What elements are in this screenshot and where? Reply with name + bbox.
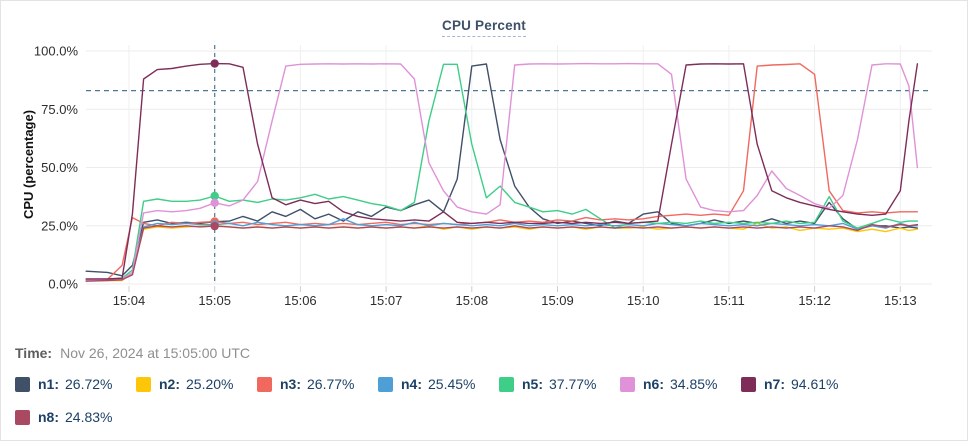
legend-item-n6[interactable]: n6: 34.85% <box>620 373 741 395</box>
legend-swatch-n7 <box>741 376 756 392</box>
y-tick-label: 75.0% <box>41 102 78 117</box>
legend-series-name: n4: <box>401 376 422 392</box>
time-value: Nov 26, 2024 at 15:05:00 UTC <box>60 345 250 361</box>
time-label: Time: <box>15 345 53 361</box>
crosshair-dot-n7 <box>210 59 219 68</box>
series-line-n1[interactable] <box>85 63 919 277</box>
x-tick-label: 15:08 <box>456 293 489 308</box>
legend-series-name: n6: <box>643 376 664 392</box>
x-tick-label: 15:06 <box>284 293 317 308</box>
legend-item-n7[interactable]: n7: 94.61% <box>741 373 862 395</box>
series-line-n5[interactable] <box>85 63 919 280</box>
x-tick-label: 15:11 <box>713 293 745 308</box>
legend-series-name: n8: <box>38 409 59 425</box>
crosshair-dot-n5 <box>210 191 219 201</box>
x-tick-label: 15:12 <box>798 293 831 308</box>
chart-title: CPU Percent <box>442 18 526 37</box>
x-tick-label: 15:07 <box>370 293 403 308</box>
legend-series-value: 26.72% <box>65 376 113 392</box>
legend-item-n1[interactable]: n1: 26.72% <box>15 373 136 395</box>
legend-series-name: n3: <box>280 376 301 392</box>
series-line-n3[interactable] <box>85 63 919 280</box>
legend-series-value: 34.85% <box>670 376 718 392</box>
legend-series-name: n1: <box>38 376 59 392</box>
series-line-n6[interactable] <box>85 62 919 282</box>
x-tick-label: 15:10 <box>627 293 660 308</box>
chart-title-row: CPU Percent <box>1 1 967 39</box>
legend-series-name: n2: <box>159 376 180 392</box>
legend-item-n8[interactable]: n8: 24.83% <box>15 406 136 428</box>
x-tick-label: 15:04 <box>113 293 146 308</box>
y-tick-label: 25.0% <box>41 218 78 233</box>
legend-item-n2[interactable]: n2: 25.20% <box>136 373 257 395</box>
legend-swatch-n2 <box>136 376 151 392</box>
legend-series-name: n5: <box>522 376 543 392</box>
legend-swatch-n6 <box>620 376 635 392</box>
legend-swatch-n4 <box>378 376 393 392</box>
cpu-percent-chart[interactable]: 0.0% 25.0% 50.0% 75.0% 100.0% 15:04 15:05 15:06… <box>1 39 968 309</box>
y-tick-label: 100.0% <box>34 44 79 59</box>
crosshair-dot-n8 <box>210 221 219 231</box>
x-tick-label: 15:09 <box>541 293 574 308</box>
legend-item-n4[interactable]: n4: 25.45% <box>378 373 499 395</box>
x-tick-label: 15:05 <box>198 293 231 308</box>
series-line-n2[interactable] <box>85 222 919 282</box>
legend-series-value: 94.61% <box>791 376 839 392</box>
y-tick-label: 0.0% <box>48 277 78 292</box>
series-line-n7[interactable] <box>85 62 919 280</box>
legend-series-value: 26.77% <box>307 376 355 392</box>
legend-series-name: n7: <box>764 376 785 392</box>
legend-series-value: 24.83% <box>65 409 113 425</box>
legend-series-value: 25.20% <box>186 376 234 392</box>
crosshair-dot-n6 <box>210 198 219 207</box>
legend-item-n5[interactable]: n5: 37.77% <box>499 373 620 395</box>
y-axis-title: CPU (percentage) <box>21 110 36 219</box>
x-tick-label: 15:13 <box>884 293 917 308</box>
series-line-n4[interactable] <box>85 218 919 281</box>
time-row: Time: Nov 26, 2024 at 15:05:00 UTC <box>15 345 967 361</box>
y-tick-label: 50.0% <box>41 160 78 175</box>
legend-swatch-n3 <box>257 376 272 392</box>
legend-series-value: 25.45% <box>428 376 476 392</box>
series-line-n8[interactable] <box>85 223 919 282</box>
legend-swatch-n8 <box>15 409 30 425</box>
legend-swatch-n1 <box>15 376 30 392</box>
legend-swatch-n5 <box>499 376 514 392</box>
legend-series-value: 37.77% <box>549 376 597 392</box>
legend-item-n3[interactable]: n3: 26.77% <box>257 373 378 395</box>
legend: n1: 26.72% n2: 25.20% n3: 26.77% n4: 25.45% n5: 3… <box>15 373 875 428</box>
